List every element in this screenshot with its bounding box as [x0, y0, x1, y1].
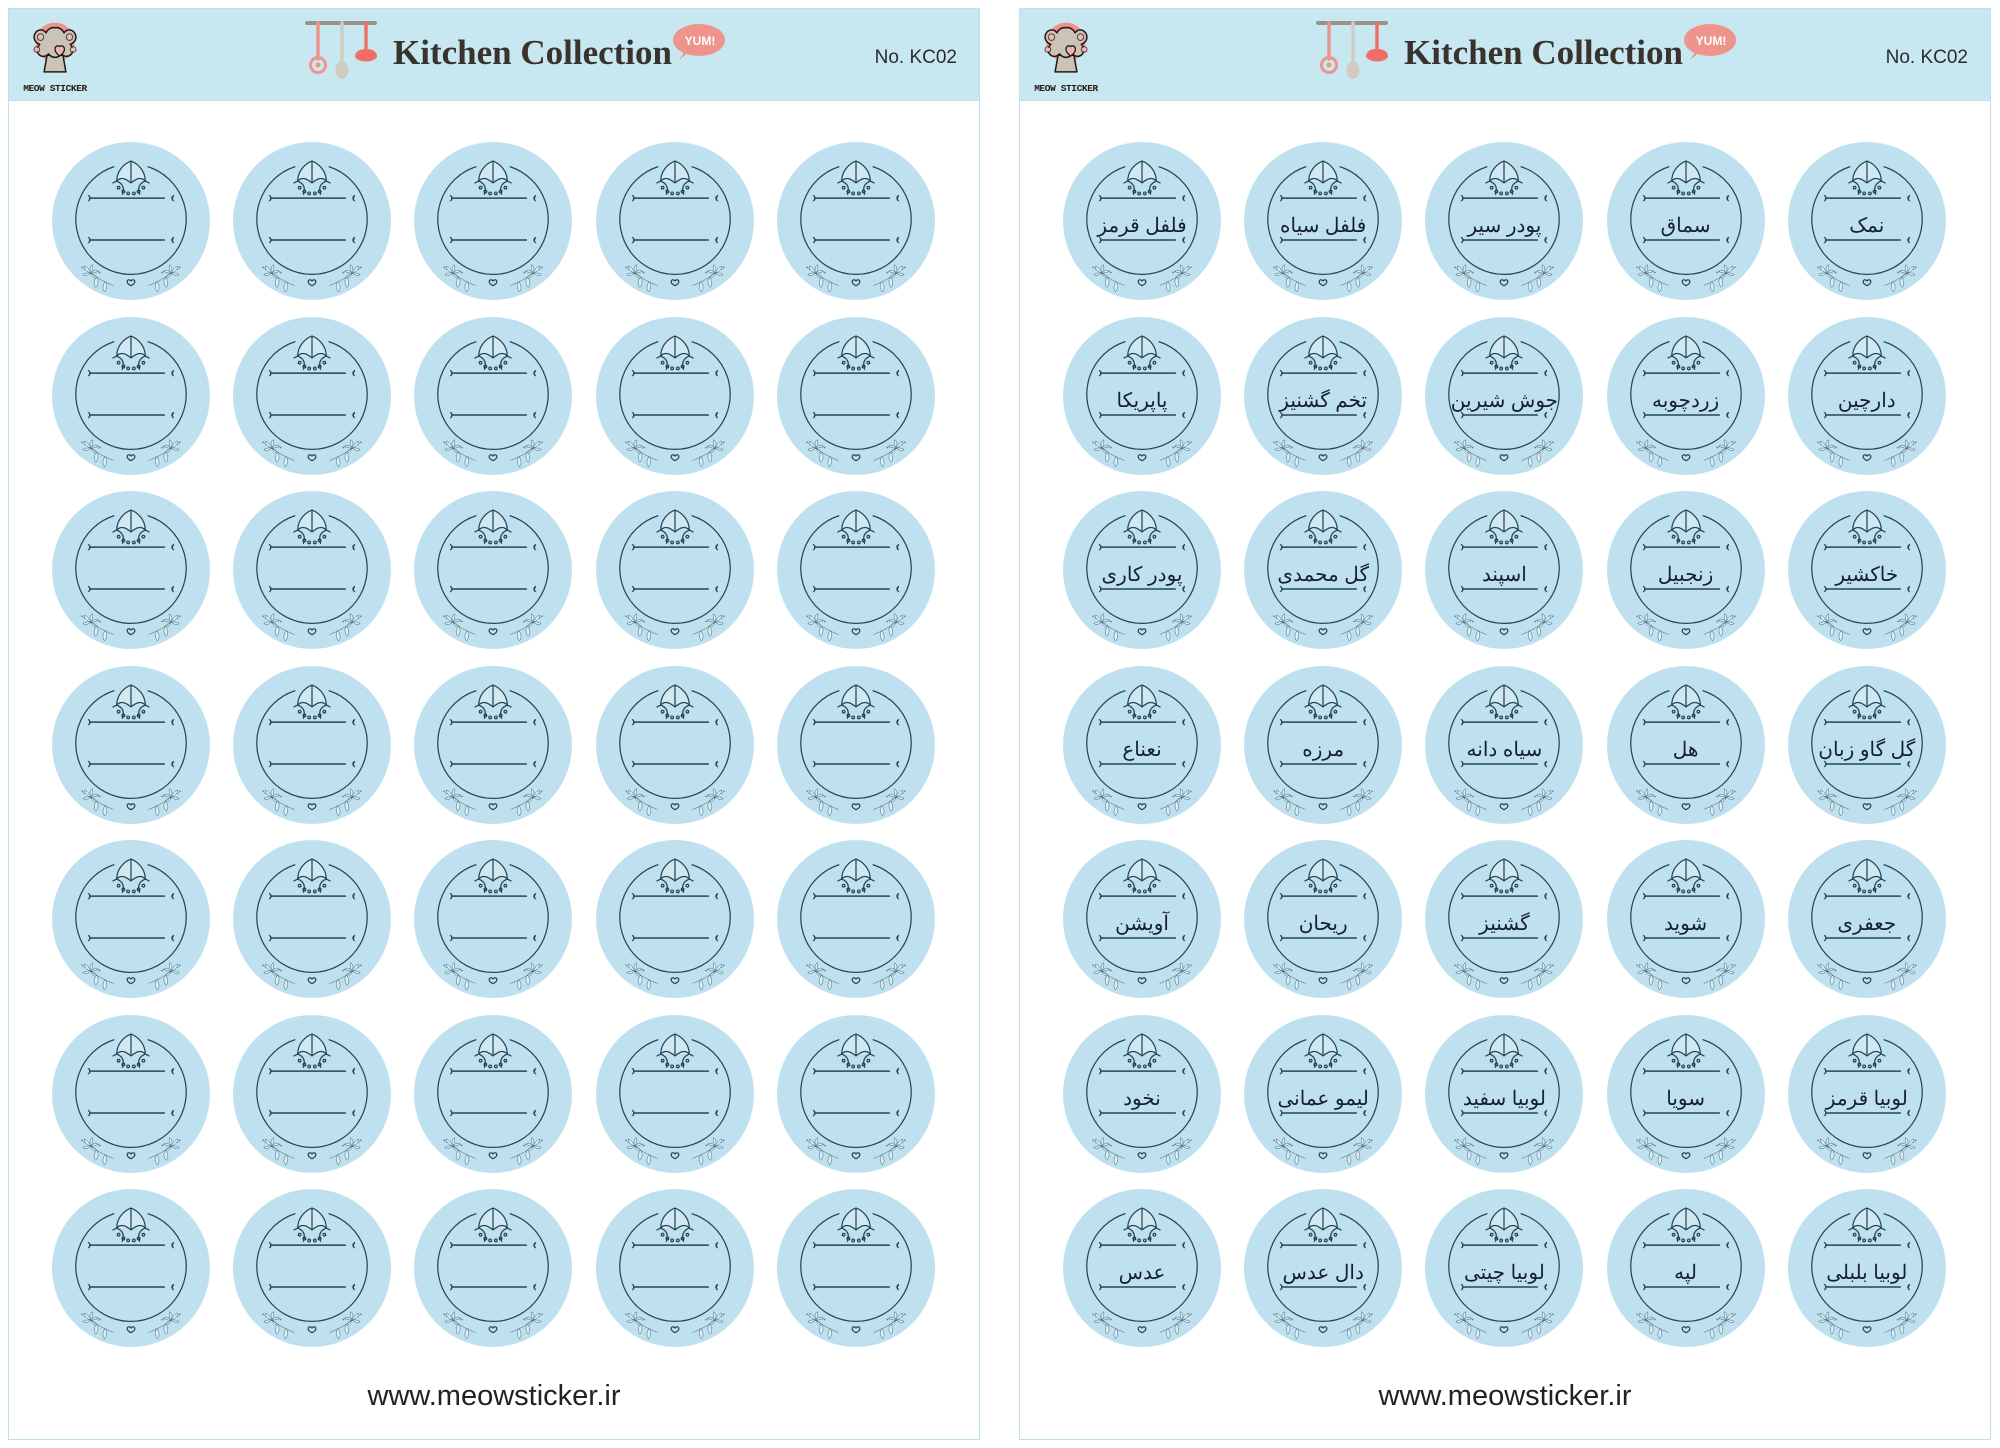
svg-text:YUM!: YUM! — [685, 34, 716, 48]
svg-text:YUM!: YUM! — [1696, 34, 1727, 48]
